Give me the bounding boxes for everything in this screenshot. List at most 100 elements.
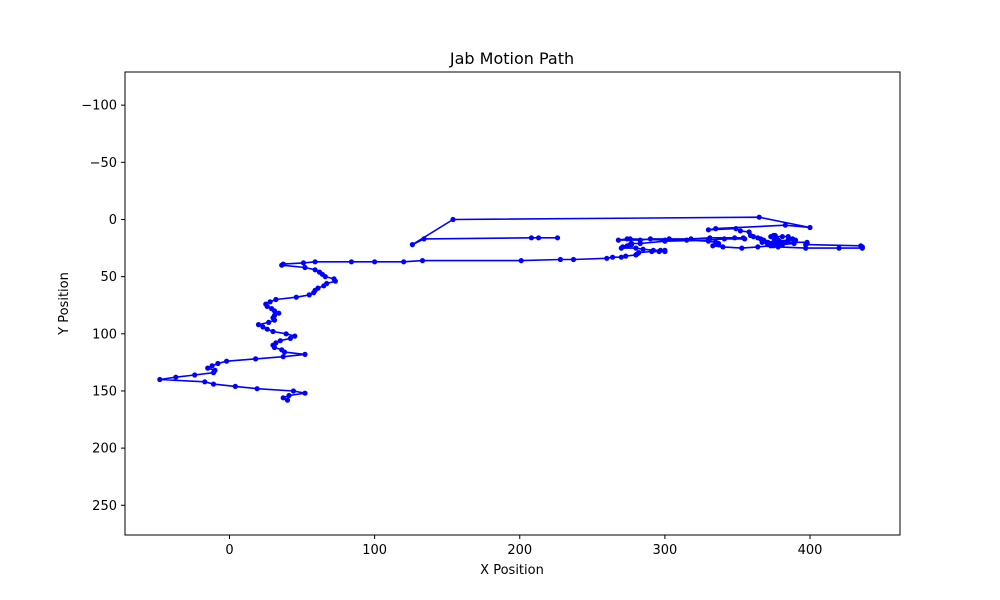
data-point	[419, 258, 426, 264]
plot-area	[157, 214, 865, 403]
data-point	[557, 256, 564, 263]
x-tick-label: 400	[798, 543, 823, 558]
data-point	[733, 226, 739, 232]
data-point	[628, 242, 635, 248]
data-point	[713, 226, 719, 232]
y-tick-label: 100	[92, 327, 117, 342]
data-point	[450, 216, 456, 223]
data-point	[779, 234, 786, 240]
data-point	[705, 237, 712, 243]
y-tick-label: −100	[81, 99, 117, 114]
y-tick-label: 200	[92, 442, 117, 457]
data-point	[209, 363, 215, 369]
data-point	[791, 240, 797, 247]
data-point	[647, 236, 654, 242]
y-tick-label: −50	[90, 156, 117, 171]
data-point	[192, 372, 198, 378]
data-point	[348, 259, 354, 265]
data-point	[280, 354, 286, 360]
data-point	[755, 244, 761, 250]
data-point	[290, 388, 296, 394]
data-point	[836, 245, 842, 251]
data-point	[737, 228, 744, 234]
data-point	[266, 319, 272, 325]
data-point	[280, 395, 286, 401]
data-point	[311, 290, 317, 296]
data-point	[276, 310, 282, 316]
data-point	[633, 245, 639, 251]
data-point	[618, 254, 624, 260]
data-point	[775, 240, 781, 247]
data-point	[277, 338, 283, 344]
data-point	[421, 236, 427, 242]
data-point	[270, 328, 276, 335]
data-point	[684, 237, 690, 243]
data-point	[271, 308, 278, 314]
data-point	[720, 244, 726, 250]
data-point	[779, 242, 786, 248]
data-point	[253, 356, 259, 362]
data-point	[640, 246, 646, 252]
y-tick-label: 150	[92, 384, 117, 399]
y-axis: −100 −50 0 50 100 150 200 250	[81, 99, 125, 514]
data-point	[633, 252, 639, 258]
data-point	[292, 333, 298, 339]
data-point	[782, 222, 788, 228]
data-point	[215, 360, 221, 367]
data-point	[271, 317, 278, 323]
data-point	[807, 224, 813, 231]
data-point	[173, 374, 179, 380]
x-tick-label: 300	[652, 543, 677, 558]
data-point	[623, 253, 629, 259]
data-point	[210, 381, 217, 387]
x-axis: 0 100 200 300 400	[225, 535, 822, 558]
y-tick-label: 250	[92, 499, 117, 514]
data-point	[739, 245, 745, 251]
x-tick-label: 100	[362, 543, 387, 558]
data-point	[283, 331, 289, 337]
data-point	[312, 259, 318, 265]
data-point	[536, 235, 542, 241]
data-point	[570, 256, 577, 263]
data-point	[372, 259, 378, 265]
data-point	[300, 260, 307, 266]
data-point	[618, 245, 624, 251]
data-point	[662, 248, 668, 255]
data-point	[528, 235, 535, 241]
data-point	[518, 258, 524, 264]
data-point	[302, 390, 308, 396]
data-point	[759, 239, 765, 245]
data-point	[705, 227, 712, 233]
data-point	[768, 243, 774, 249]
data-point	[771, 239, 777, 245]
data-point	[254, 386, 260, 392]
data-point	[312, 267, 318, 273]
data-point	[637, 240, 643, 247]
data-point	[662, 238, 668, 244]
data-point	[604, 255, 610, 261]
data-point	[264, 303, 270, 309]
data-point	[649, 248, 655, 255]
data-point	[763, 239, 770, 245]
data-point	[260, 324, 266, 330]
data-point	[264, 326, 270, 332]
data-point	[624, 243, 630, 249]
axes-frame	[124, 71, 901, 536]
data-point	[688, 236, 694, 242]
data-point	[210, 370, 217, 376]
data-point	[282, 349, 288, 355]
data-point	[656, 248, 662, 255]
data-point	[768, 234, 774, 240]
data-point	[859, 245, 865, 251]
x-axis-label: X Position	[480, 563, 544, 578]
data-point	[321, 283, 327, 289]
data-point	[232, 383, 238, 389]
data-point	[803, 245, 809, 251]
data-point	[306, 292, 312, 298]
data-point	[287, 335, 293, 341]
data-point	[205, 365, 211, 371]
data-point	[624, 236, 630, 242]
y-tick-label: 50	[100, 270, 117, 285]
